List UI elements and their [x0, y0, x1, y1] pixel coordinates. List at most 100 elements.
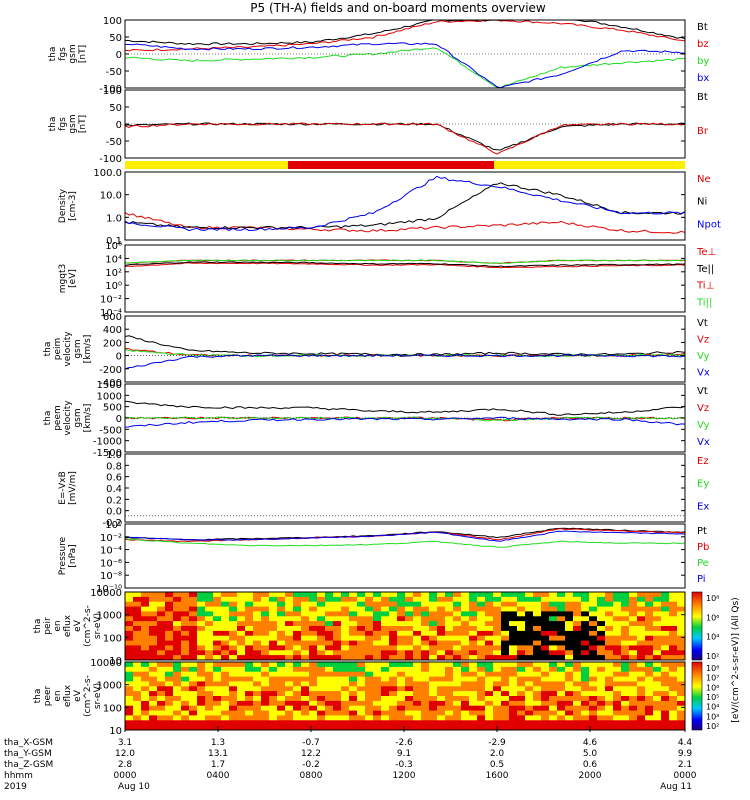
spectrogram-cell — [389, 645, 398, 651]
spectrogram-cell — [517, 640, 526, 646]
spectrogram-cell — [525, 720, 534, 726]
spectrogram-cell — [397, 676, 406, 682]
spectrogram-cell — [165, 635, 174, 642]
spectrogram-cell — [213, 715, 222, 721]
spectrogram-cell — [277, 696, 286, 702]
spectrogram-cell — [333, 616, 342, 622]
spectrogram-cell — [373, 700, 382, 707]
spectrogram-cell — [477, 662, 486, 668]
spectrogram-cell — [477, 616, 486, 622]
spectrogram-cell — [549, 725, 558, 731]
spectrogram-cell — [637, 640, 646, 646]
spectrogram-cell — [397, 621, 406, 627]
spectrogram-cell — [477, 705, 486, 712]
x-tick-label: 0800 — [300, 771, 323, 781]
spectrogram-cell — [181, 640, 190, 646]
spectrogram-cell — [589, 606, 598, 612]
spectrogram-cell — [405, 710, 414, 716]
spectrogram-cell — [501, 681, 510, 687]
spectrogram-cell — [445, 705, 454, 712]
spectrogram-cell — [549, 635, 558, 642]
spectrogram-cell — [133, 640, 142, 646]
spectrogram-cell — [677, 700, 686, 707]
spectrogram-cell — [509, 645, 518, 651]
spectrogram-cell — [501, 601, 510, 608]
spectrogram-cell — [373, 710, 382, 716]
spectrogram-cell — [421, 616, 430, 622]
spectrogram-cell — [637, 650, 646, 656]
spectrogram-cell — [469, 592, 478, 598]
spectrogram-cell — [229, 630, 238, 637]
spectrogram-cell — [309, 681, 318, 687]
spectrogram-cell — [205, 705, 214, 712]
spectrogram-cell — [189, 720, 198, 726]
spectrogram-cell — [357, 611, 366, 617]
spectrogram-cell — [381, 596, 390, 603]
spectrogram-cell — [573, 710, 582, 716]
spectrogram-cell — [141, 592, 150, 598]
spectrogram-cell — [645, 681, 654, 687]
spectrogram-cell — [181, 710, 190, 716]
spectrogram-cell — [653, 705, 662, 712]
spectrogram-cell — [669, 676, 678, 682]
spectrogram-cell — [605, 691, 614, 697]
spectrogram-cell — [189, 671, 198, 678]
spectrogram-cell — [453, 725, 462, 731]
spectrogram-cell — [509, 611, 518, 617]
spectrogram-cell — [413, 640, 422, 646]
spectrogram-cell — [245, 710, 254, 716]
spectrogram-cell — [349, 640, 358, 646]
spectrogram-cell — [469, 655, 478, 661]
y-axis-label: en — [53, 690, 63, 701]
x-row-label: tha_Y-GSM — [4, 749, 52, 759]
spectrogram-cell — [549, 626, 558, 632]
spectrogram-cell — [469, 720, 478, 726]
spectrogram-cell — [533, 710, 542, 716]
spectrogram-cell — [341, 666, 350, 673]
spectrogram-cell — [405, 705, 414, 712]
spectrogram-cell — [197, 696, 206, 702]
spectrogram-cell — [381, 662, 390, 668]
spectrogram-cell — [277, 621, 286, 627]
spectrogram-cell — [605, 676, 614, 682]
spectrogram-cell — [645, 596, 654, 603]
y-tick-label: 10² — [105, 268, 122, 279]
spectrogram-cell — [333, 691, 342, 697]
spectrogram-cell — [485, 686, 494, 692]
spectrogram-cell — [349, 710, 358, 716]
spectrogram-cell — [677, 645, 686, 651]
spectrogram-cell — [245, 720, 254, 726]
spectrogram-cell — [365, 630, 374, 637]
spectrogram-cell — [573, 616, 582, 622]
spectrogram-cell — [213, 592, 222, 598]
spectrogram-cell — [157, 676, 166, 682]
spectrogram-cell — [141, 655, 150, 661]
spectrogram-cell — [589, 715, 598, 721]
spectrogram-cell — [421, 601, 430, 608]
y-tick-label: 0.1 — [106, 236, 122, 247]
spectrogram-cell — [429, 630, 438, 637]
spectrogram-cell — [549, 676, 558, 682]
spectrogram-cell — [269, 606, 278, 612]
spectrogram-cell — [477, 681, 486, 687]
spectrogram-cell — [493, 640, 502, 646]
spectrogram-cell — [589, 671, 598, 678]
spectrogram-cell — [421, 671, 430, 678]
spectrogram-cell — [389, 715, 398, 721]
spectrogram-cell — [461, 645, 470, 651]
spectrogram-cell — [213, 640, 222, 646]
spectrogram-cell — [277, 606, 286, 612]
spectrogram-cell — [445, 676, 454, 682]
spectrogram-cell — [421, 626, 430, 632]
spectrogram-cell — [285, 696, 294, 702]
spectrogram-cell — [285, 691, 294, 697]
spectrogram-cell — [605, 720, 614, 726]
y-tick-label: 0.8 — [106, 461, 122, 472]
spectrogram-cell — [405, 720, 414, 726]
spectrogram-cell — [645, 611, 654, 617]
spectrogram-cell — [413, 626, 422, 632]
spectrogram-cell — [485, 630, 494, 637]
spectrogram-cell — [453, 596, 462, 603]
spectrogram-cell — [165, 681, 174, 687]
legend-entry: Vx — [697, 437, 710, 448]
